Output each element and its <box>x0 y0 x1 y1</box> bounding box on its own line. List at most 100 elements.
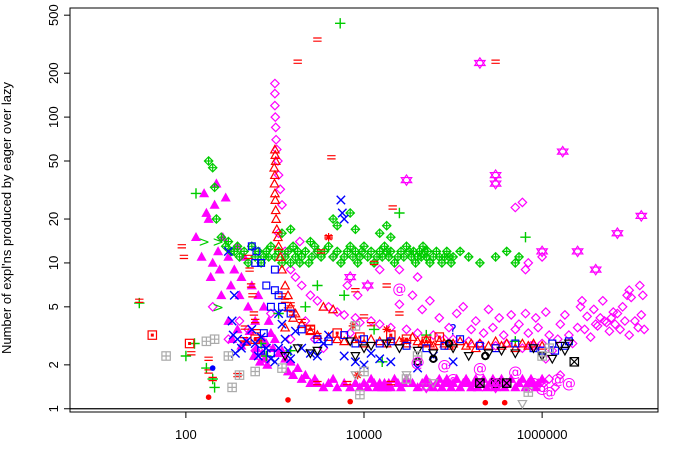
data-point <box>335 18 346 29</box>
data-point <box>313 380 322 386</box>
data-point <box>629 315 640 327</box>
data-point <box>265 327 276 337</box>
svg-text:>: > <box>198 235 210 251</box>
data-point <box>285 264 296 275</box>
svg-text:@: @ <box>527 376 541 392</box>
svg-text:@: @ <box>437 358 451 374</box>
data-point <box>274 291 283 300</box>
data-point <box>458 301 469 312</box>
data-point <box>252 329 261 334</box>
data-points: @@ @@@@@@@@@@>> >? <box>134 18 650 410</box>
data-point <box>211 178 222 188</box>
data-point <box>358 377 370 387</box>
data-point <box>257 258 266 267</box>
data-point <box>567 338 578 349</box>
data-point <box>606 312 617 323</box>
data-point <box>247 242 256 251</box>
data-point <box>385 382 396 392</box>
data-point <box>293 59 302 64</box>
data-point <box>537 373 548 383</box>
data-point <box>277 302 287 311</box>
svg-text:@: @ <box>535 380 549 396</box>
data-point <box>366 322 376 327</box>
data-point <box>369 260 379 266</box>
data-point <box>608 307 619 318</box>
data-point <box>473 56 487 70</box>
data-point <box>344 337 356 347</box>
data-point <box>337 208 347 218</box>
data-point <box>234 315 245 327</box>
data-point <box>523 257 534 268</box>
data-point <box>456 335 465 344</box>
data-point <box>375 339 384 348</box>
data-point <box>277 363 287 373</box>
data-point <box>269 88 280 99</box>
data-point <box>339 377 350 387</box>
data-point: @ <box>392 281 406 297</box>
y-axis-title: Number of expl'ns produced by eager over… <box>0 81 14 354</box>
data-point <box>597 295 608 306</box>
data-point <box>282 246 294 257</box>
data-point <box>410 257 421 268</box>
data-point <box>347 398 353 405</box>
data-point <box>257 346 266 355</box>
data-point <box>335 257 346 268</box>
data-point <box>323 301 334 312</box>
data-point <box>207 162 218 173</box>
data-point <box>434 312 445 323</box>
data-point <box>305 236 316 247</box>
data-point <box>227 382 237 393</box>
data-point <box>401 324 412 335</box>
data-point <box>520 308 531 319</box>
data-point <box>250 366 260 377</box>
data-point <box>487 322 498 333</box>
data-point <box>328 373 339 383</box>
data-point <box>245 267 254 272</box>
data-point <box>312 329 323 340</box>
data-point <box>297 325 306 334</box>
data-point <box>318 382 329 392</box>
data-point <box>434 332 445 342</box>
data-point <box>394 264 405 275</box>
data-point <box>180 350 192 362</box>
data-point <box>517 197 528 208</box>
svg-text:@: @ <box>551 372 565 388</box>
data-point <box>386 357 396 367</box>
data-point <box>470 342 482 353</box>
data-point: > <box>212 235 224 251</box>
data-point <box>276 264 288 274</box>
svg-text:>: > <box>212 300 224 316</box>
data-point <box>272 155 283 167</box>
data-point <box>285 334 296 345</box>
data-point <box>436 382 447 392</box>
data-point <box>352 290 363 301</box>
data-point: @ <box>508 365 522 381</box>
data-point <box>537 351 547 361</box>
data-point <box>544 330 555 341</box>
data-point <box>313 37 322 42</box>
data-point <box>466 324 477 335</box>
data-point <box>177 244 187 249</box>
data-point: @ <box>527 376 541 392</box>
data-point <box>345 241 356 252</box>
data-point <box>424 257 435 268</box>
data-point <box>412 335 423 346</box>
data-point <box>204 356 213 361</box>
data-point: ? <box>449 322 456 338</box>
data-point <box>340 331 349 340</box>
data-point <box>439 334 450 345</box>
data-point <box>382 283 391 288</box>
data-point <box>236 343 247 353</box>
data-point <box>201 362 212 374</box>
data-point <box>540 307 551 318</box>
data-point <box>350 377 361 387</box>
data-point <box>624 330 635 341</box>
data-point <box>417 304 428 315</box>
data-point <box>451 308 462 319</box>
data-point <box>223 251 234 261</box>
data-point <box>225 280 236 290</box>
data-point <box>481 351 490 361</box>
axes: 1 2 5 10 20 50 100 200 500 100 10000 1000000 <box>46 4 659 442</box>
data-point <box>261 350 272 362</box>
data-point <box>520 264 531 275</box>
